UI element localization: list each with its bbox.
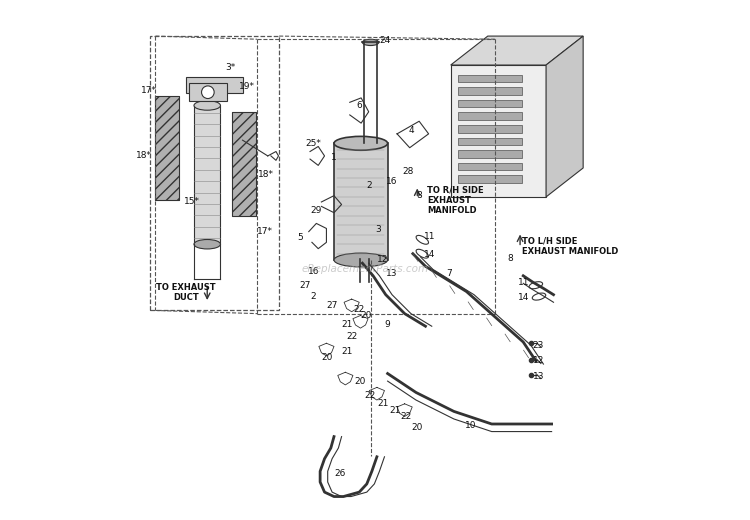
Text: 21: 21 bbox=[389, 406, 401, 414]
Text: 4: 4 bbox=[409, 126, 414, 135]
Text: 16: 16 bbox=[308, 267, 319, 276]
Text: 20: 20 bbox=[411, 423, 422, 432]
Bar bbox=[155, 96, 179, 200]
Ellipse shape bbox=[334, 253, 388, 267]
Text: 11: 11 bbox=[424, 231, 435, 241]
Text: 17*: 17* bbox=[257, 227, 273, 236]
Text: 2: 2 bbox=[367, 181, 373, 190]
Text: 12: 12 bbox=[377, 255, 388, 265]
Text: 8: 8 bbox=[508, 254, 513, 263]
Text: 27: 27 bbox=[326, 301, 338, 310]
Text: 18*: 18* bbox=[136, 151, 152, 161]
Text: 17*: 17* bbox=[142, 86, 158, 96]
Text: 1: 1 bbox=[331, 153, 337, 162]
Text: 13: 13 bbox=[532, 372, 544, 381]
Text: 2: 2 bbox=[310, 292, 316, 301]
Text: TO L/H SIDE
EXHAUST MANIFOLD: TO L/H SIDE EXHAUST MANIFOLD bbox=[522, 237, 618, 256]
Text: 23: 23 bbox=[532, 341, 544, 349]
Ellipse shape bbox=[362, 39, 379, 46]
Bar bbox=[458, 74, 522, 82]
Bar bbox=[458, 100, 522, 107]
Ellipse shape bbox=[194, 240, 220, 249]
Ellipse shape bbox=[194, 101, 220, 110]
Bar bbox=[150, 36, 279, 310]
Text: 20: 20 bbox=[322, 353, 333, 362]
Text: 20: 20 bbox=[361, 311, 372, 320]
Text: 29: 29 bbox=[310, 206, 322, 215]
Text: 16: 16 bbox=[386, 177, 398, 186]
Text: 27: 27 bbox=[299, 281, 310, 290]
Text: 22: 22 bbox=[364, 391, 376, 400]
Text: 22: 22 bbox=[346, 332, 358, 342]
Text: 6: 6 bbox=[356, 101, 362, 110]
Text: 14: 14 bbox=[424, 251, 435, 259]
Polygon shape bbox=[451, 36, 584, 65]
Polygon shape bbox=[186, 77, 242, 93]
Bar bbox=[458, 138, 522, 145]
Bar bbox=[458, 163, 522, 171]
Text: 14: 14 bbox=[518, 293, 530, 302]
Text: 9: 9 bbox=[385, 320, 390, 329]
Text: TO EXHAUST
DUCT: TO EXHAUST DUCT bbox=[156, 283, 215, 303]
Text: 22: 22 bbox=[353, 305, 364, 314]
Text: 22: 22 bbox=[400, 412, 412, 421]
Text: eReplacementParts.com: eReplacementParts.com bbox=[302, 265, 429, 275]
Bar bbox=[458, 125, 522, 133]
Text: TO R/H SIDE
EXHAUST
MANIFOLD: TO R/H SIDE EXHAUST MANIFOLD bbox=[427, 185, 484, 215]
Text: 21: 21 bbox=[341, 347, 353, 356]
Text: 28: 28 bbox=[402, 167, 413, 176]
Bar bbox=[458, 175, 522, 183]
Text: 18*: 18* bbox=[258, 171, 274, 179]
Text: 10: 10 bbox=[465, 421, 477, 430]
Text: 7: 7 bbox=[446, 269, 452, 278]
Bar bbox=[451, 65, 546, 197]
Text: 8: 8 bbox=[416, 191, 422, 200]
Text: 25*: 25* bbox=[305, 139, 322, 148]
Polygon shape bbox=[546, 36, 584, 197]
Bar bbox=[232, 112, 256, 216]
Text: 19*: 19* bbox=[239, 82, 256, 91]
Bar bbox=[458, 112, 522, 120]
Circle shape bbox=[202, 86, 214, 98]
Text: 5: 5 bbox=[298, 233, 303, 242]
Bar bbox=[334, 144, 388, 260]
Bar bbox=[194, 106, 220, 244]
Text: 20: 20 bbox=[354, 376, 365, 386]
Text: 3*: 3* bbox=[226, 63, 236, 72]
Text: 11: 11 bbox=[518, 278, 530, 287]
Text: 15*: 15* bbox=[184, 198, 200, 206]
Text: 12: 12 bbox=[532, 356, 544, 366]
Text: 21: 21 bbox=[341, 320, 353, 329]
Text: 24: 24 bbox=[380, 36, 391, 45]
Text: 3: 3 bbox=[375, 225, 381, 234]
Bar bbox=[232, 112, 256, 216]
Bar bbox=[458, 87, 522, 95]
Ellipse shape bbox=[334, 136, 388, 150]
Bar bbox=[189, 83, 226, 101]
Text: 13: 13 bbox=[386, 269, 398, 278]
Bar bbox=[458, 150, 522, 158]
Bar bbox=[155, 96, 179, 200]
Text: 26: 26 bbox=[334, 469, 346, 478]
Text: 21: 21 bbox=[377, 399, 388, 408]
